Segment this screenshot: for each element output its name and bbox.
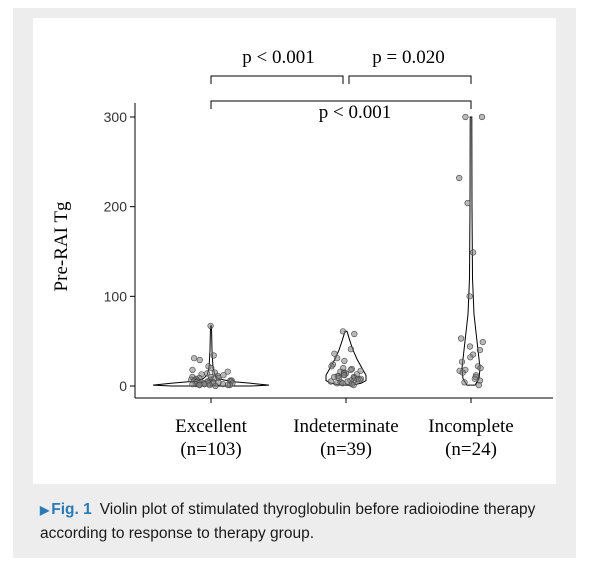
data-point [350,382,357,389]
data-point [327,378,334,385]
data-point [339,380,346,387]
data-point [341,357,348,365]
y-tick-label: 0 [119,378,127,394]
y-axis-title: Pre-RAI Tg [51,201,72,291]
data-point [479,339,486,346]
data-point [351,330,358,338]
figure-label: ▶ Fig. 1 [40,501,92,518]
data-point [466,293,473,300]
caption-text: Violin plot of stimulated thyroglobulin … [40,501,536,542]
data-point [475,382,483,389]
data-point [224,368,231,375]
data-point [462,113,469,121]
violin-chart: 0 100 200 300 Pre-RAI Tg Excellent(n=103) Inde… [51,47,553,460]
data-point [357,367,364,374]
data-point [476,347,484,354]
significance-label: p < 0.001 [319,102,391,123]
data-point [207,322,214,330]
data-point [471,375,478,382]
data-point [224,382,231,389]
data-point [458,358,466,365]
significance-label: p = 0.020 [372,47,444,68]
figure-caption: ▶ Fig. 1 Violin plot of stimulated thyrogl… [40,498,565,546]
violin-incomplete [461,116,481,386]
data-point [341,372,348,379]
caption-arrow-icon: ▶ [40,503,50,517]
x-tick-n-label: (n=24) [445,439,497,460]
data-point [458,335,465,342]
data-point [208,365,215,372]
violin-indeterminate [325,330,367,386]
y-tick-label: 300 [104,109,128,125]
data-point [196,356,203,364]
figure-label-text: Fig. 1 [51,501,92,518]
y-tick-label: 200 [104,199,128,215]
x-tick-n-label: (n=39) [320,439,372,460]
data-point [466,343,474,350]
data-point [467,354,474,361]
data-point [347,366,354,374]
data-point [331,350,338,357]
data-point [191,355,198,362]
data-point [212,382,219,390]
data-point [206,382,213,389]
figure-frame: 0 100 200 300 Pre-RAI Tg Excellent (n=103) Inde… [13,8,576,558]
x-tick-label: Incomplete [428,416,513,437]
plot-area: 0 100 200 300 Pre-RAI Tg Excellent (n=103) Inde… [33,18,556,484]
data-point [333,380,341,387]
data-point [334,355,341,362]
significance-label: p < 0.001 [242,47,314,68]
data-point [456,174,463,182]
x-tick-label: Excellent [175,416,247,437]
data-point [339,328,347,335]
data-point [477,365,484,372]
data-point [470,249,477,256]
y-tick-label: 100 [104,288,128,304]
data-point [196,382,203,389]
data-point [461,379,468,386]
data-point [459,369,466,376]
significance-bracket [348,75,472,84]
data-point [347,346,355,353]
data-point [328,363,335,370]
data-point [189,366,196,374]
significance-bracket [210,75,344,84]
data-point [210,352,217,359]
data-point [478,113,486,121]
data-point [464,200,471,207]
x-tick-n-label: (n=103) [180,439,241,460]
x-tick-label: Indeterminate [293,416,399,437]
significance-bracket [210,100,472,109]
data-point [189,381,196,388]
